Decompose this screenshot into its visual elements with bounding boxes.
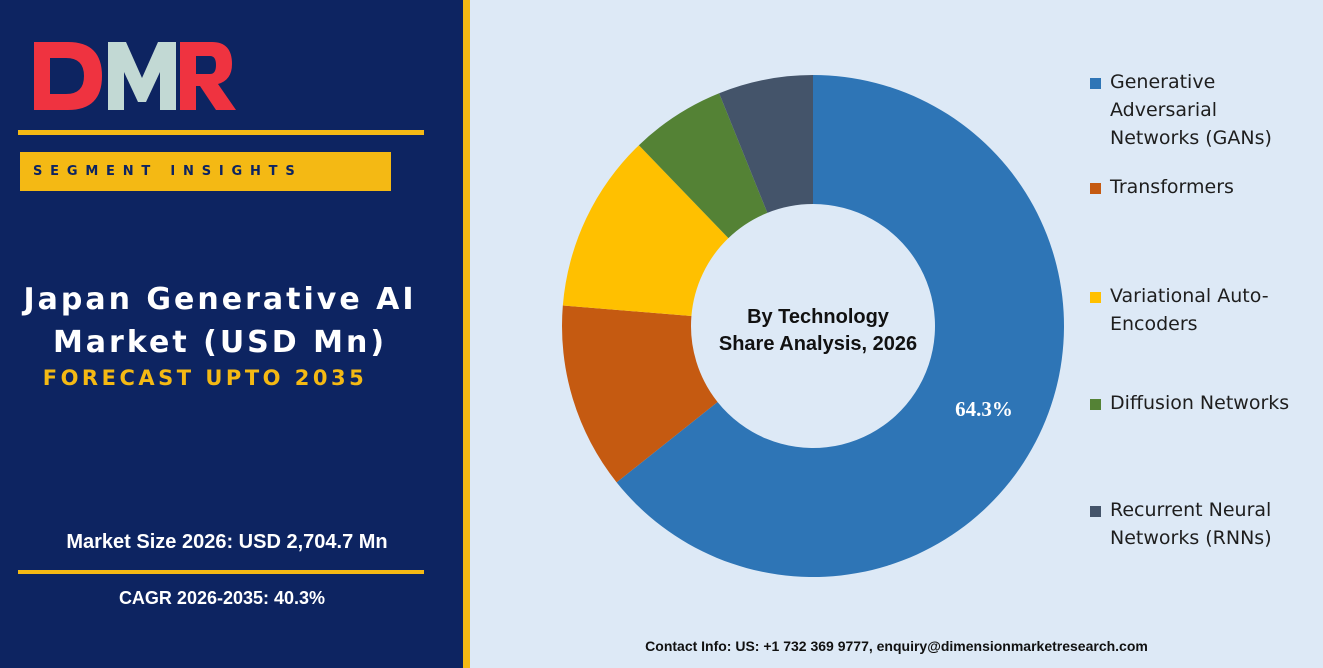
gold-vertical-divider bbox=[463, 0, 470, 668]
legend-label-line: Transformers bbox=[1110, 176, 1234, 198]
legend-label-line: Networks (GANs) bbox=[1110, 127, 1272, 149]
donut-slice-1 bbox=[616, 75, 1064, 577]
legend-label-line: Diffusion Networks bbox=[1110, 392, 1290, 414]
slice-label-1: 64.3% bbox=[955, 397, 1013, 421]
gold-rule-bottom bbox=[18, 570, 424, 574]
legend-swatch bbox=[1090, 183, 1101, 194]
donut-slice-3 bbox=[562, 145, 729, 317]
legend-swatch bbox=[1090, 506, 1101, 517]
legend-label: Variational Auto- Encoders bbox=[1110, 282, 1315, 338]
donut-slice-5 bbox=[719, 75, 813, 213]
center-label-line1: By Technology bbox=[747, 306, 890, 328]
legend-label-line: Networks (RNNs) bbox=[1110, 527, 1272, 549]
report-title: Japan Generative AI Market (USD Mn) bbox=[0, 278, 440, 364]
report-title-line1: Japan Generative AI bbox=[23, 282, 417, 317]
cagr-text: CAGR 2026-2035: 40.3% bbox=[118, 588, 326, 608]
donut-slice-2 bbox=[561, 305, 718, 483]
legend-label-line: Adversarial bbox=[1110, 99, 1218, 121]
legend-label: Recurrent Neural Networks (RNNs) bbox=[1110, 496, 1315, 552]
segment-insights-banner: SEGMENT INSIGHTS bbox=[20, 152, 391, 191]
left-panel: SEGMENT INSIGHTS Japan Generative AI Mar… bbox=[0, 0, 463, 668]
slice-data-labels: 64.3% bbox=[955, 397, 1013, 421]
contact-info: Contact Info: US: +1 732 369 9777, enqui… bbox=[645, 638, 1148, 654]
legend-label-line: Encoders bbox=[1110, 313, 1198, 335]
donut-slice-4 bbox=[638, 93, 768, 239]
legend-label-line: Variational Auto- bbox=[1110, 285, 1269, 307]
legend-label-line: Generative bbox=[1110, 71, 1216, 93]
legend-label: Transformers bbox=[1110, 173, 1315, 201]
dmr-logo-mark bbox=[34, 42, 236, 110]
gold-rule-top bbox=[18, 130, 424, 135]
legend-label-line: Recurrent Neural bbox=[1110, 499, 1272, 521]
legend-label: Generative Adversarial Networks (GANs) bbox=[1110, 68, 1315, 152]
dmr-logo bbox=[30, 34, 240, 118]
legend-swatch bbox=[1090, 292, 1101, 303]
market-size-text: Market Size 2026: USD 2,704.7 Mn bbox=[66, 531, 388, 553]
donut-slices bbox=[561, 75, 1064, 577]
report-subtitle: FORECAST UPTO 2035 bbox=[42, 366, 368, 390]
legend-label: Diffusion Networks bbox=[1110, 389, 1315, 417]
report-title-line2: Market (USD Mn) bbox=[52, 325, 388, 360]
center-label-line2: Share Analysis, 2026 bbox=[719, 333, 917, 355]
legend-swatch bbox=[1090, 78, 1101, 89]
legend-swatch bbox=[1090, 399, 1101, 410]
segment-insights-label: SEGMENT INSIGHTS bbox=[33, 164, 303, 179]
